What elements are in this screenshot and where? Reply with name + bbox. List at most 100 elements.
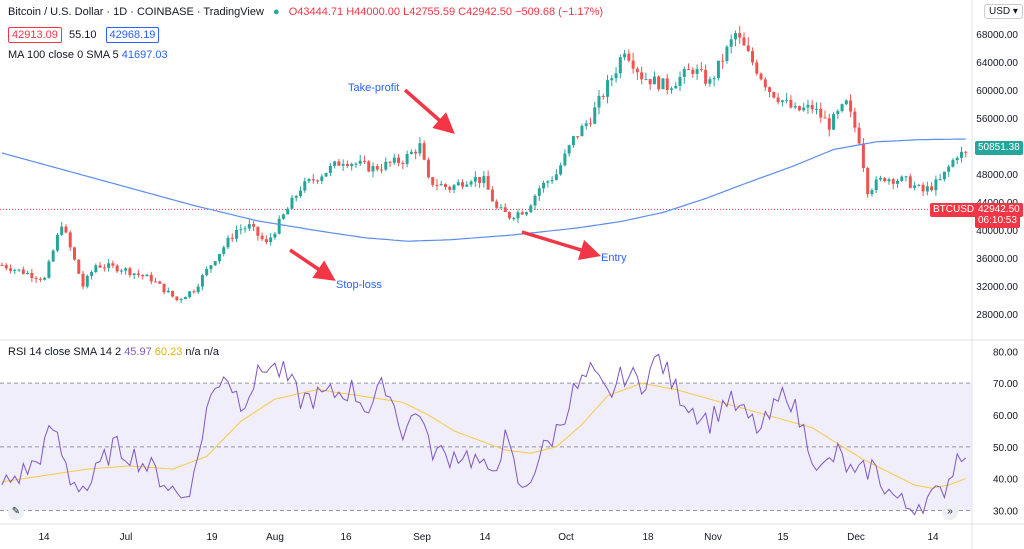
candle-body (729, 39, 733, 47)
candle-body (175, 296, 179, 301)
candle-body (712, 78, 716, 80)
time-tick: Jul (120, 532, 133, 543)
candle-body (354, 163, 358, 165)
candle-body (866, 168, 870, 195)
candle-body (964, 151, 968, 153)
candle-body (763, 79, 767, 88)
candle-body (580, 125, 584, 137)
candle-body (469, 181, 473, 185)
candle-body (478, 176, 482, 184)
candle-body (836, 111, 840, 115)
ask-price[interactable]: 42968.19 (105, 27, 160, 43)
candle-body (665, 78, 669, 90)
candle-body (652, 76, 656, 85)
candle-body (226, 237, 230, 248)
chart-title[interactable]: Bitcoin / U.S. Dollar · 1D · COINBASE · … (8, 6, 264, 18)
bid-price[interactable]: 42913.09 (8, 27, 62, 43)
candle-body (439, 184, 443, 186)
candle-body (755, 62, 759, 74)
candle-body (520, 212, 524, 215)
price-tick: 48000.00 (976, 170, 1018, 181)
candle-body (141, 274, 145, 277)
candle-body (819, 108, 823, 118)
candle-body (350, 164, 354, 167)
price-tick: 40000.00 (976, 226, 1018, 237)
scroll-to-realtime-icon[interactable]: » (942, 504, 958, 520)
candle-body (627, 53, 631, 61)
candle-body (554, 174, 558, 180)
drawing-tools-icon[interactable]: ✎ (8, 504, 24, 520)
candle-body (742, 37, 746, 46)
candle-body (537, 188, 541, 196)
stop-loss-arrow (289, 248, 336, 281)
rsi-tick: 40.00 (993, 475, 1018, 486)
candle-body (780, 100, 784, 103)
candle-body (183, 297, 187, 300)
candle-body (802, 107, 806, 111)
candle-body (904, 176, 908, 178)
candle-body (166, 290, 170, 293)
rsi-tick: 30.00 (993, 506, 1018, 517)
candle-body (452, 185, 456, 190)
candle-body (90, 272, 94, 276)
candle-body (81, 273, 85, 287)
price-tick: 28000.00 (976, 310, 1018, 321)
candle-body (695, 69, 699, 74)
candle-body (529, 205, 533, 213)
candle-body (810, 104, 814, 110)
candle-body (917, 184, 921, 186)
candle-body (503, 207, 507, 213)
take-profit-label[interactable]: Take-profit (348, 82, 400, 94)
symbol-tag: BTCUSD (930, 203, 978, 217)
candle-body (281, 214, 285, 219)
candle-body (678, 76, 682, 86)
candle-body (17, 269, 21, 271)
price-tick: 32000.00 (976, 282, 1018, 293)
candle-body (482, 176, 486, 184)
candle-body (4, 265, 8, 269)
candle-body (115, 265, 119, 272)
candle-body (277, 218, 281, 234)
candle-body (614, 73, 618, 79)
stop-loss-label[interactable]: Stop-loss (336, 279, 382, 291)
candle-body (409, 151, 413, 154)
candle-body (380, 169, 384, 171)
candle-body (392, 157, 396, 163)
rsi-label[interactable]: RSI 14 close SMA 14 2 (8, 346, 122, 358)
candle-body (640, 72, 644, 80)
candle-body (588, 123, 592, 125)
candle-body (443, 184, 447, 187)
candle-body (384, 161, 388, 170)
entry-label[interactable]: Entry (601, 252, 627, 264)
candle-body (921, 184, 925, 192)
candle-body (213, 261, 217, 266)
candle-body (563, 153, 567, 166)
candle-body (68, 232, 72, 248)
candle-body (507, 212, 511, 219)
ma-label[interactable]: MA 100 close 0 SMA 5 (8, 49, 119, 61)
candle-body (235, 230, 239, 239)
candle-body (303, 181, 307, 191)
candle-body (853, 111, 857, 128)
candle-body (205, 269, 209, 276)
time-tick: Dec (847, 532, 865, 543)
candle-body (559, 165, 563, 175)
candle-body (849, 100, 853, 112)
candle-body (435, 184, 439, 186)
candle-body (26, 272, 30, 274)
candle-body (793, 106, 797, 108)
candle-body (610, 78, 614, 81)
candle-body (51, 250, 55, 262)
rsi-tick: 80.00 (993, 347, 1018, 358)
candle-body (320, 176, 324, 181)
candle-body (286, 208, 290, 215)
candle-body (857, 127, 861, 144)
currency-label: USD (989, 6, 1011, 17)
candle-body (930, 186, 934, 191)
candle-body (367, 161, 371, 172)
candle-body (827, 118, 831, 130)
rsi-na: n/a n/a (185, 346, 220, 358)
candle-body (546, 181, 550, 183)
currency-button[interactable]: USD ▾ (984, 4, 1023, 19)
